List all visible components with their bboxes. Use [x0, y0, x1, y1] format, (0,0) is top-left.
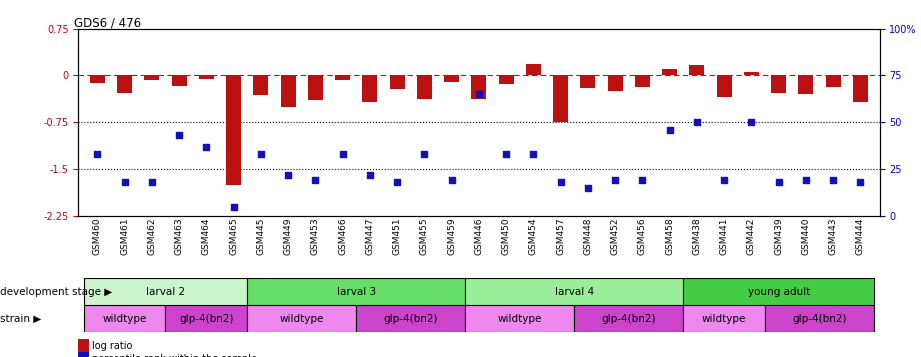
Bar [335, 75, 350, 80]
Bar [498, 75, 514, 84]
Bar [662, 69, 677, 75]
Point [526, 151, 541, 157]
Bar [199, 75, 214, 79]
Point [799, 177, 813, 183]
Point [690, 119, 705, 125]
Bar [526, 64, 541, 75]
Bar [281, 75, 296, 107]
Point [472, 91, 486, 97]
Bar [390, 75, 404, 89]
Bar [362, 75, 378, 102]
Bar [575, 305, 683, 332]
Bar [117, 75, 132, 93]
Bar [717, 75, 731, 97]
Bar [247, 278, 465, 305]
Bar [84, 305, 166, 332]
Bar [690, 65, 705, 75]
Text: larval 3: larval 3 [337, 287, 376, 297]
Bar [171, 75, 187, 86]
Bar [683, 305, 765, 332]
Point [554, 179, 568, 185]
Point [171, 132, 186, 138]
Text: wildtype: wildtype [702, 313, 746, 324]
Text: development stage ▶: development stage ▶ [0, 287, 112, 297]
Text: glp-4(bn2): glp-4(bn2) [179, 313, 234, 324]
Point [853, 179, 868, 185]
Point [199, 144, 214, 150]
Bar [635, 75, 650, 87]
Bar [166, 305, 247, 332]
Text: percentile rank within the sample: percentile rank within the sample [92, 354, 257, 357]
Bar [580, 75, 596, 88]
Bar [853, 75, 868, 102]
Bar [417, 75, 432, 99]
Bar [247, 305, 356, 332]
Point [363, 172, 378, 177]
Bar [472, 75, 486, 99]
Bar [683, 278, 874, 305]
Point [744, 119, 759, 125]
Bar [145, 75, 159, 80]
Point [499, 151, 514, 157]
Point [308, 177, 322, 183]
Text: glp-4(bn2): glp-4(bn2) [383, 313, 438, 324]
Point [335, 151, 350, 157]
Bar [799, 75, 813, 94]
Point [117, 179, 132, 185]
Text: larval 4: larval 4 [554, 287, 594, 297]
Point [227, 204, 241, 210]
Point [662, 127, 677, 132]
Bar [90, 75, 105, 83]
Point [145, 179, 159, 185]
Bar [608, 75, 623, 91]
Bar [826, 75, 841, 87]
Point [281, 172, 296, 177]
Text: larval 2: larval 2 [146, 287, 185, 297]
Bar [465, 305, 575, 332]
Text: glp-4(bn2): glp-4(bn2) [601, 313, 656, 324]
Bar [465, 278, 683, 305]
Bar [84, 278, 247, 305]
Bar [444, 75, 460, 82]
Point [717, 177, 731, 183]
Bar [227, 75, 241, 185]
Text: wildtype: wildtype [497, 313, 542, 324]
Text: GDS6 / 476: GDS6 / 476 [75, 17, 142, 30]
Point [580, 185, 595, 191]
Text: log ratio: log ratio [92, 341, 133, 351]
Bar [765, 305, 874, 332]
Text: wildtype: wildtype [102, 313, 146, 324]
Text: strain ▶: strain ▶ [0, 313, 41, 324]
Point [635, 177, 650, 183]
Bar [771, 75, 787, 93]
Point [826, 177, 841, 183]
Bar [253, 75, 268, 95]
Point [253, 151, 268, 157]
Point [390, 179, 404, 185]
Text: young adult: young adult [748, 287, 810, 297]
Bar [308, 75, 323, 100]
Bar [744, 72, 759, 75]
Point [772, 179, 787, 185]
Text: glp-4(bn2): glp-4(bn2) [792, 313, 846, 324]
Point [444, 177, 459, 183]
Bar [554, 75, 568, 122]
Point [90, 151, 105, 157]
Point [608, 177, 623, 183]
Bar [356, 305, 465, 332]
Text: wildtype: wildtype [280, 313, 324, 324]
Point [417, 151, 432, 157]
